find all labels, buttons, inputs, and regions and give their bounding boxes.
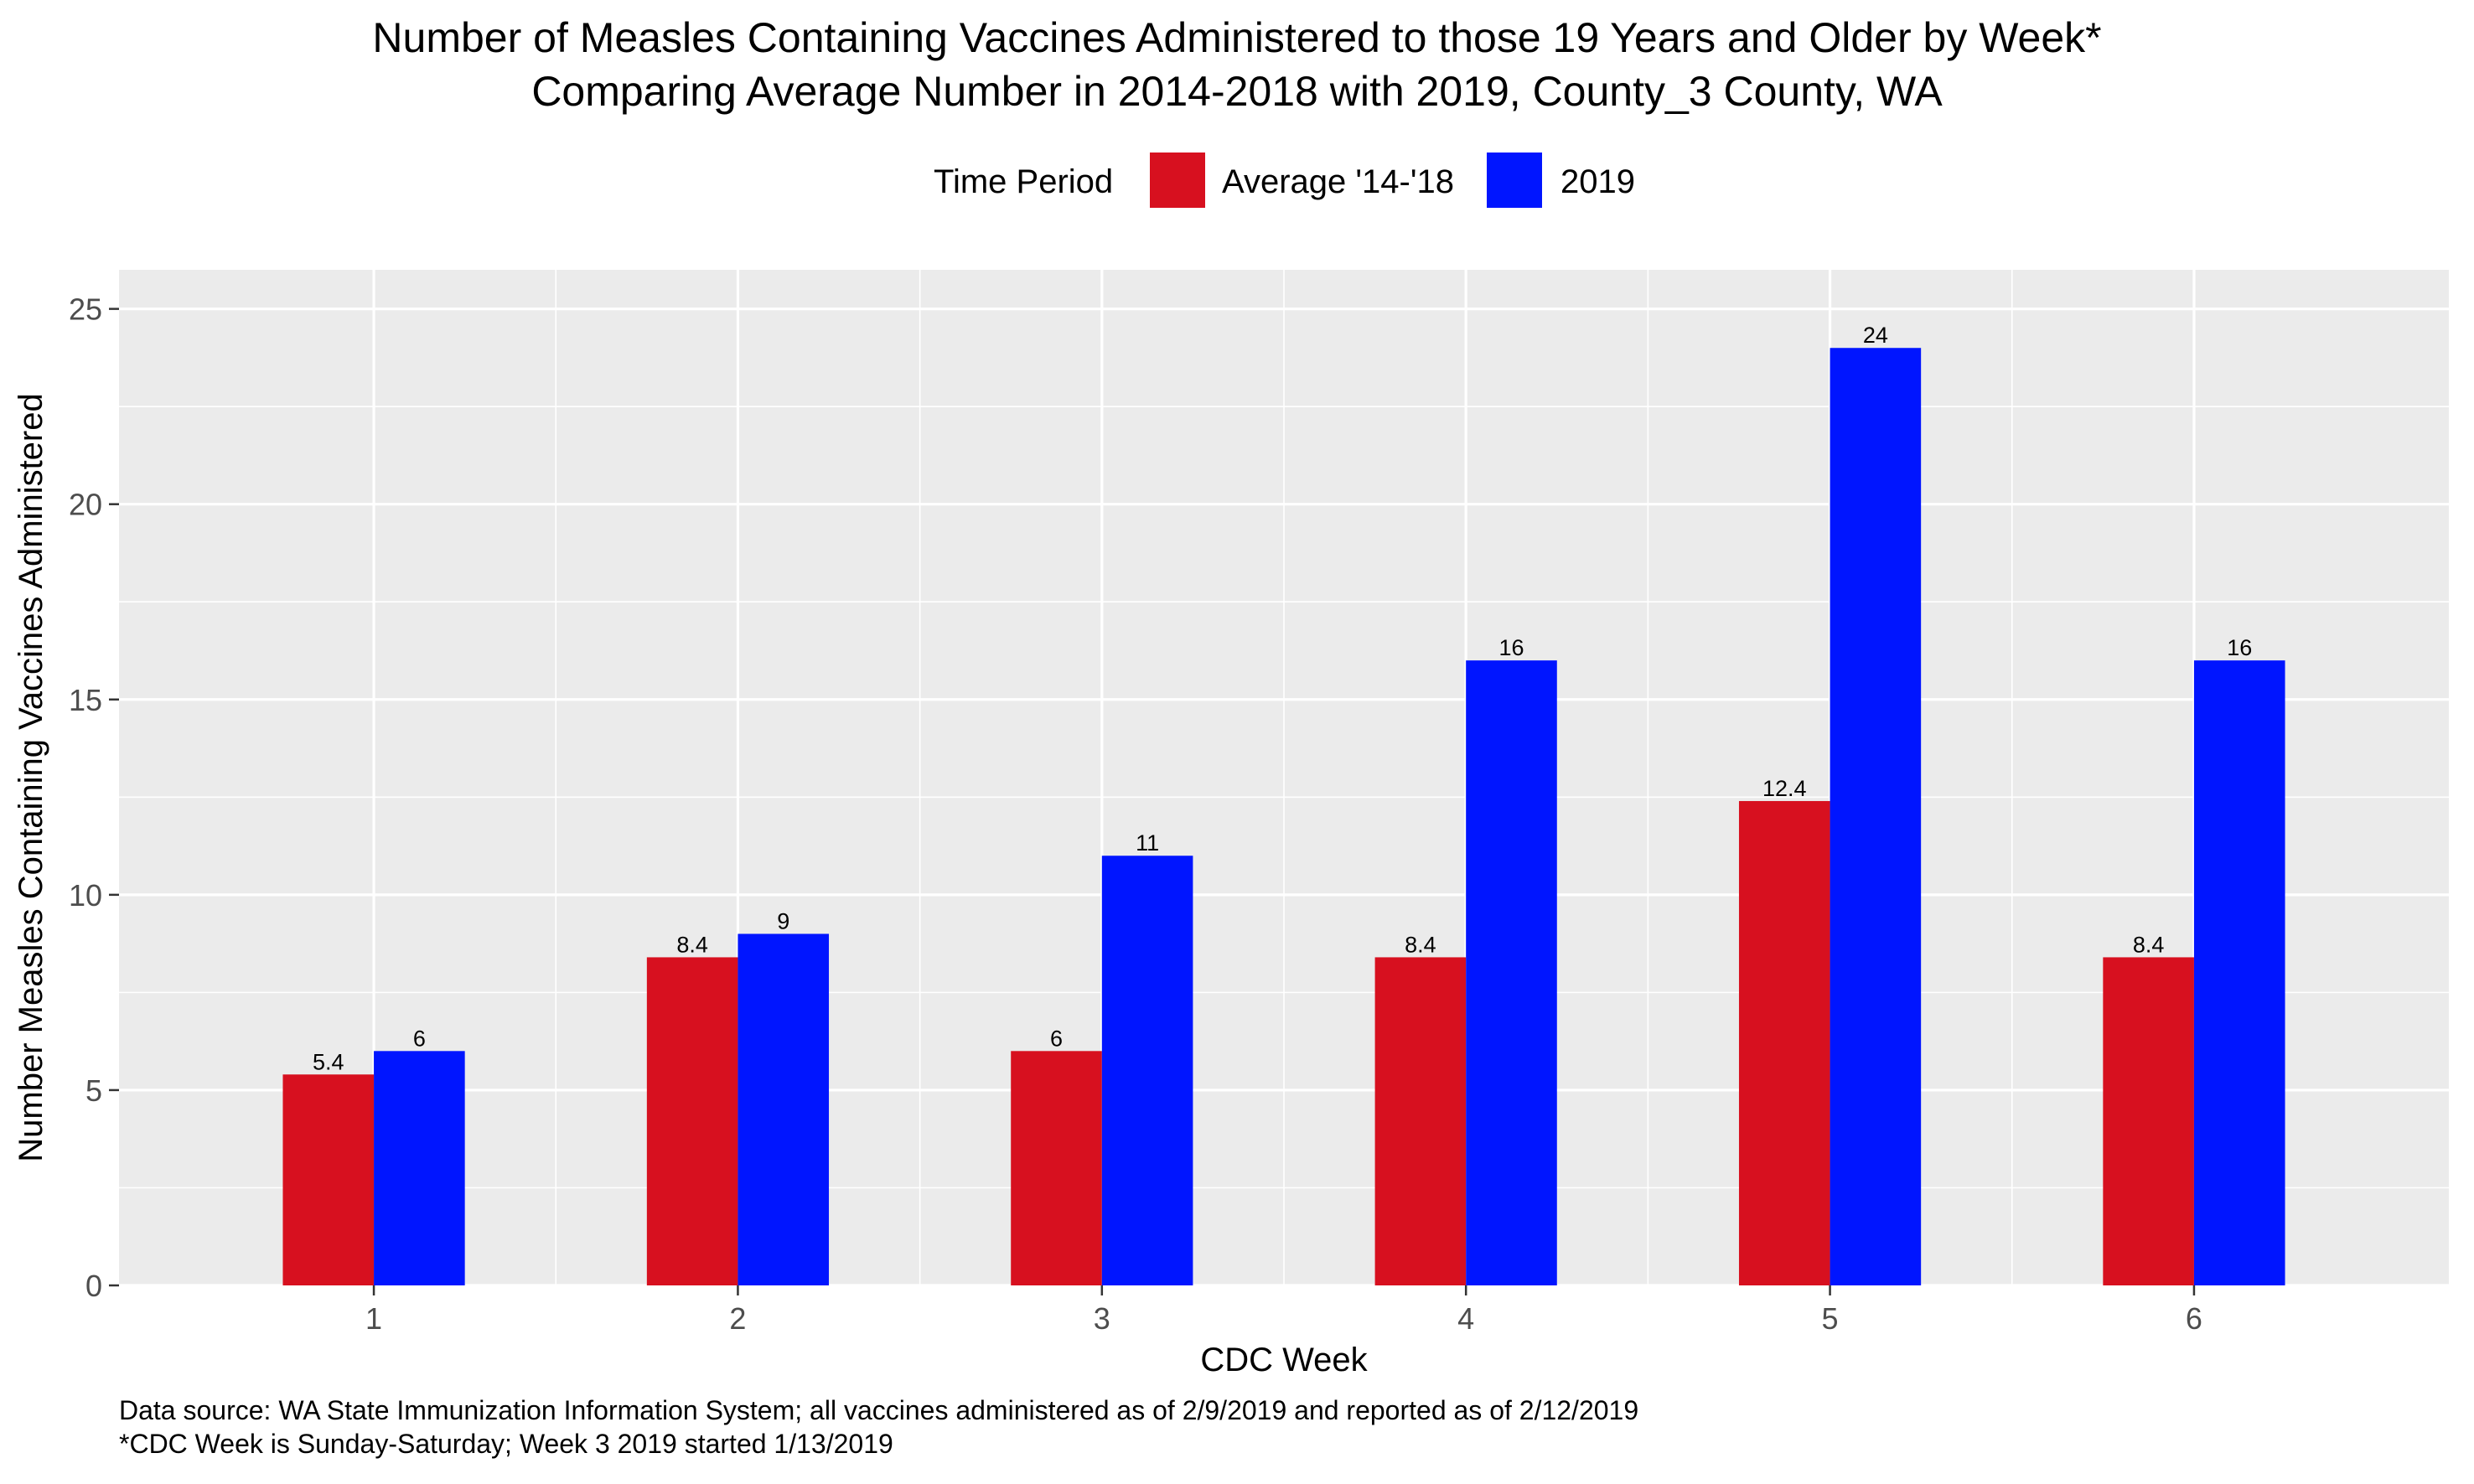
x-axis-title: CDC Week	[1200, 1342, 1368, 1378]
x-tick-label: 6	[2186, 1301, 2202, 1336]
bar-2019-week-6	[2193, 660, 2285, 1285]
chart-title: Number of Measles Containing Vaccines Ad…	[372, 14, 2102, 61]
data-label: 9	[777, 908, 789, 933]
legend-label-average: Average '14-'18	[1222, 163, 1454, 200]
data-label: 12.4	[1762, 776, 1807, 801]
data-label: 8.4	[1405, 932, 1436, 957]
bar-2019-week-1	[374, 1051, 465, 1285]
legend-key-2019	[1487, 153, 1542, 208]
y-axis-title: Number Measles Containing Vaccines Admin…	[13, 393, 49, 1161]
data-label: 16	[1498, 635, 1524, 660]
data-label: 24	[1863, 323, 1888, 348]
data-label: 11	[1136, 830, 1159, 856]
data-label: 8.4	[2133, 932, 2165, 957]
bar-average-week-6	[2103, 957, 2194, 1285]
bar-average-week-4	[1374, 957, 1467, 1285]
data-source-caption: Data source: WA State Immunization Infor…	[119, 1395, 1639, 1425]
chart-subtitle: Comparing Average Number in 2014-2018 wi…	[531, 68, 1943, 115]
data-label: 6	[1050, 1026, 1063, 1051]
bar-2019-week-5	[1830, 348, 1922, 1286]
bar-average-week-2	[646, 957, 738, 1285]
legend-title: Time Period	[934, 163, 1114, 200]
y-tick-label: 10	[69, 878, 102, 913]
cdc-week-caption: *CDC Week is Sunday-Saturday; Week 3 201…	[119, 1429, 893, 1459]
x-tick-label: 5	[1822, 1301, 1839, 1336]
data-label: 8.4	[676, 932, 708, 957]
data-label: 16	[2227, 635, 2252, 660]
bar-2019-week-3	[1101, 856, 1193, 1285]
legend-key-average	[1150, 153, 1205, 208]
bar-2019-week-2	[738, 933, 830, 1285]
bar-average-week-3	[1011, 1051, 1102, 1285]
bar-average-week-1	[282, 1074, 375, 1285]
y-tick-label: 5	[85, 1073, 102, 1108]
y-tick-label: 15	[69, 683, 102, 717]
data-label: 6	[413, 1026, 426, 1051]
bar-2019-week-4	[1466, 660, 1557, 1285]
x-tick-label: 1	[365, 1301, 382, 1336]
y-tick-label: 20	[69, 488, 102, 522]
x-tick-label: 2	[729, 1301, 746, 1336]
data-label: 5.4	[313, 1049, 344, 1074]
x-tick-label: 4	[1457, 1301, 1474, 1336]
y-tick-label: 0	[85, 1269, 102, 1303]
legend: Time Period Average '14-'18 2019	[0, 147, 2474, 223]
legend-label-2019: 2019	[1560, 163, 1635, 200]
x-tick-label: 3	[1094, 1301, 1110, 1336]
bar-average-week-5	[1738, 800, 1830, 1285]
y-tick-label: 25	[69, 292, 102, 327]
